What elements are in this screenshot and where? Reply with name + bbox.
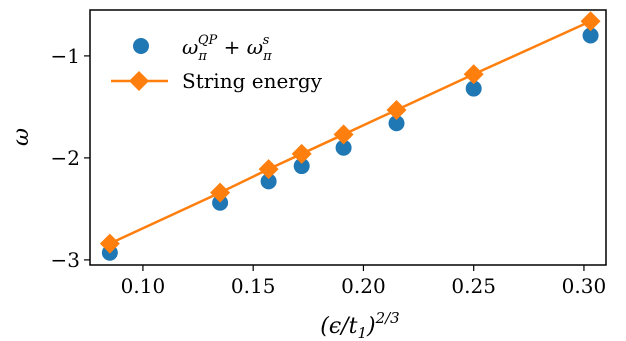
- string-energy-point: [99, 233, 120, 254]
- legend: ωπQP + ωπs String energy: [111, 33, 323, 93]
- string-energy-point: [291, 143, 312, 164]
- qp-series: [101, 27, 599, 261]
- legend-marker-qp: [133, 38, 149, 54]
- string-energy-point: [258, 159, 279, 180]
- string-energy-point: [333, 124, 354, 145]
- string-energy-point: [580, 11, 601, 32]
- legend-label-qp: ωπQP + ωπs: [182, 33, 272, 64]
- y-tick-label: −2: [51, 146, 80, 170]
- qp-point: [582, 27, 599, 44]
- qp-point: [293, 158, 310, 175]
- string-energy-point: [210, 182, 231, 203]
- x-axis-label: (ϵ/t1)2/3: [320, 309, 399, 341]
- string-energy-point: [463, 64, 484, 85]
- axis-ticks: 0.10 0.15 0.20 0.25 0.30 −3 −2 −1: [51, 44, 607, 298]
- x-label-sup: 2/3: [375, 309, 400, 327]
- qp-point: [335, 139, 352, 156]
- x-tick-label: 0.15: [231, 274, 276, 298]
- x-tick-label: 0.30: [562, 274, 607, 298]
- qp-point: [260, 173, 277, 190]
- string-energy-series: [99, 11, 601, 254]
- string-energy-point: [386, 99, 407, 120]
- legend-marker-string: [129, 71, 149, 91]
- plot-frame: [89, 9, 607, 266]
- qp-point: [388, 115, 405, 132]
- y-axis-label: ω: [9, 128, 34, 146]
- x-label-close: ): [366, 314, 376, 339]
- qp-point: [465, 80, 482, 97]
- y-tick-label: −3: [51, 248, 80, 272]
- x-tick-label: 0.20: [341, 274, 386, 298]
- string-energy-line: [109, 20, 592, 245]
- legend-label-string: String energy: [182, 69, 323, 93]
- x-tick-label: 0.10: [121, 274, 166, 298]
- x-label-base: (ϵ/t: [320, 314, 357, 339]
- x-tick-label: 0.25: [451, 274, 496, 298]
- y-tick-label: −1: [51, 44, 80, 68]
- x-label-sub: 1: [357, 324, 367, 341]
- qp-point: [212, 194, 229, 211]
